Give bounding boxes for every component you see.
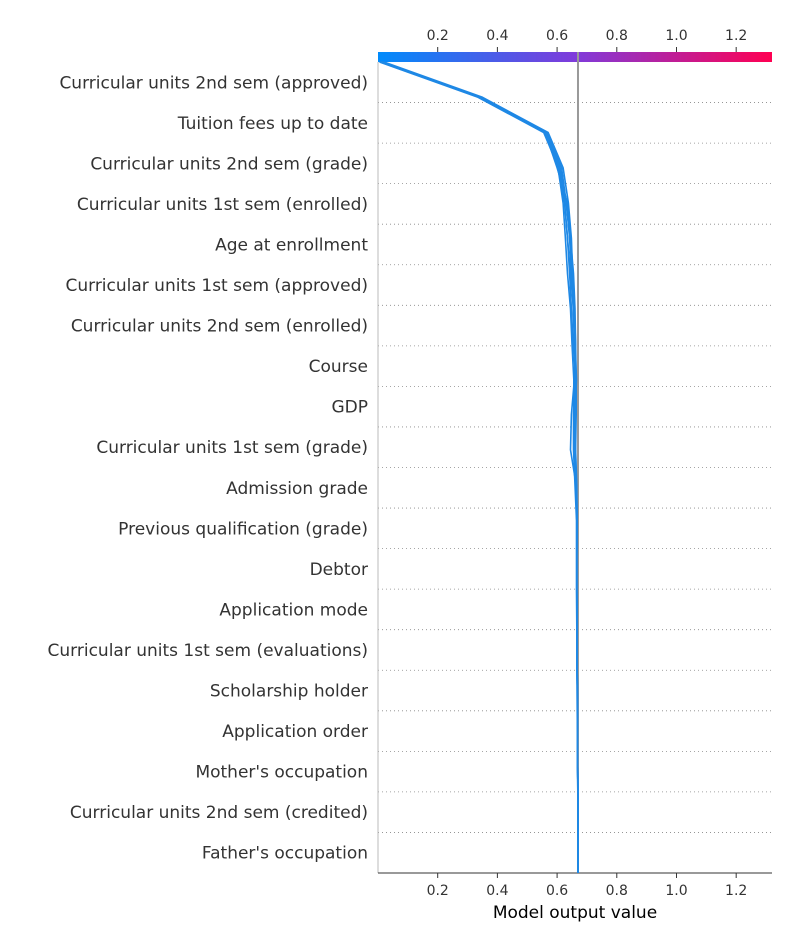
feature-label: Course <box>309 357 368 377</box>
x-tick-label-top: 0.6 <box>546 28 568 44</box>
feature-label: Tuition fees up to date <box>177 114 368 134</box>
feature-label: Age at enrollment <box>215 235 368 255</box>
plot-frame <box>377 62 772 874</box>
x-axis-title: Model output value <box>493 903 657 923</box>
x-tick-label-top: 0.4 <box>486 28 508 44</box>
feature-label: Curricular units 1st sem (approved) <box>65 276 368 296</box>
x-tick-label-top: 0.2 <box>427 28 449 44</box>
x-tick-label-bottom: 0.2 <box>427 883 449 899</box>
x-tick-label-top: 1.2 <box>725 28 747 44</box>
feature-label: Application order <box>222 722 368 742</box>
x-tick-label-bottom: 0.8 <box>606 883 628 899</box>
decision-line <box>382 61 579 873</box>
decision-line <box>380 61 579 873</box>
decision-line <box>381 61 579 873</box>
feature-label: Curricular units 2nd sem (enrolled) <box>71 317 368 337</box>
feature-label: Mother's occupation <box>195 763 368 783</box>
x-tick-label-bottom: 0.6 <box>546 883 568 899</box>
x-axis-ticks: 0.2 0.2 0.4 0.4 0.6 0.6 0.8 0.8 1.0 1.0 1.2 1.2 <box>427 28 748 899</box>
feature-label: Curricular units 2nd sem (grade) <box>90 154 368 174</box>
decision-line <box>381 61 579 873</box>
feature-label: Previous qualification (grade) <box>118 519 368 539</box>
decision-line <box>383 61 579 873</box>
feature-label: Curricular units 1st sem (grade) <box>96 438 368 458</box>
feature-label: GDP <box>331 398 368 418</box>
feature-label: Father's occupation <box>202 844 368 864</box>
feature-label: Curricular units 2nd sem (approved) <box>59 73 368 93</box>
feature-label: Scholarship holder <box>210 682 368 702</box>
x-tick-label-top: 1.0 <box>665 28 687 44</box>
feature-label: Admission grade <box>226 479 368 499</box>
feature-labels: Curricular units 2nd sem (approved) Tuiti… <box>48 73 369 863</box>
decision-lines <box>379 61 579 873</box>
colorbar-gradient <box>378 52 772 62</box>
feature-label: Application mode <box>219 600 368 620</box>
x-tick-label-bottom: 1.0 <box>665 883 687 899</box>
feature-label: Curricular units 2nd sem (credited) <box>70 803 368 823</box>
x-tick-label-top: 0.8 <box>606 28 628 44</box>
colorbar <box>378 52 772 62</box>
x-tick-label-bottom: 0.4 <box>486 883 508 899</box>
feature-label: Debtor <box>310 560 368 580</box>
feature-label: Curricular units 1st sem (evaluations) <box>48 641 368 661</box>
x-tick-label-bottom: 1.2 <box>725 883 747 899</box>
feature-label: Curricular units 1st sem (enrolled) <box>77 195 368 215</box>
